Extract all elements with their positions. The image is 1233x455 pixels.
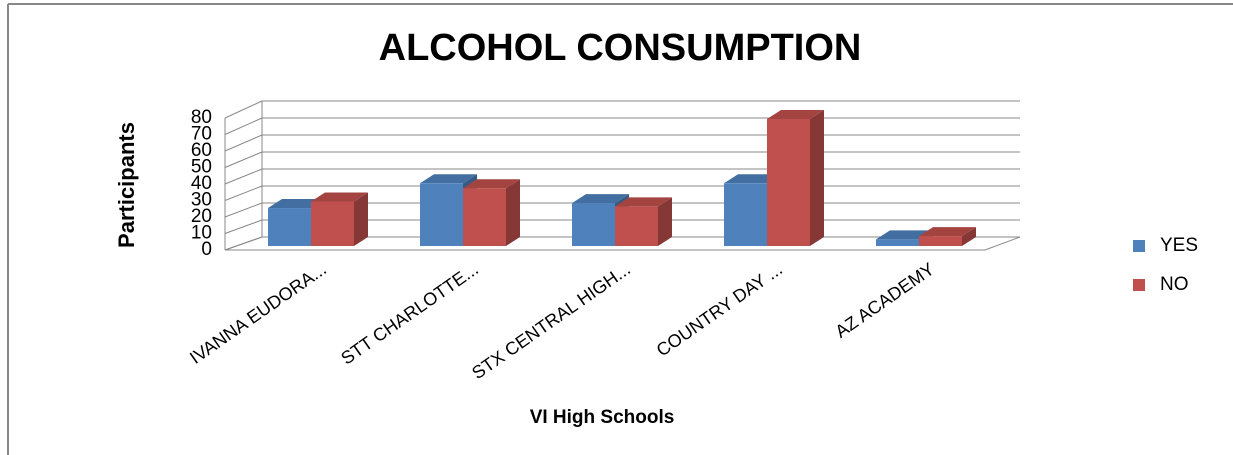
bar-front [876, 239, 919, 246]
legend-label: NO [1160, 274, 1189, 295]
y-tick-label: 10 [191, 223, 212, 244]
y-tick-label: 80 [191, 107, 212, 128]
bar-top [463, 179, 520, 189]
bar-front [311, 201, 354, 246]
x-tick-label: AZ ACADEMY [832, 259, 939, 342]
bar-top [420, 174, 477, 184]
y-tick-label: 0 [201, 239, 212, 260]
grid-line-side [224, 168, 263, 185]
bar-side [506, 179, 520, 246]
bar-front [767, 118, 810, 246]
bar-top [572, 194, 629, 204]
y-tick-label: 60 [191, 140, 212, 161]
bar-front [615, 206, 658, 246]
bar [919, 227, 976, 246]
x-axis-label: VI High Schools [530, 407, 675, 428]
grid-line-side [224, 219, 263, 234]
legend-swatch [1133, 240, 1145, 252]
bar-top [615, 197, 672, 207]
y-tick-label: 30 [191, 190, 212, 211]
bar [463, 179, 520, 246]
x-tick-label: COUNTRY DAY ... [653, 259, 786, 361]
bar-front [724, 183, 767, 246]
bar-side [658, 197, 672, 246]
bar-front [420, 183, 463, 246]
bar [767, 109, 824, 246]
bar-top [311, 192, 368, 202]
bar-front [268, 208, 311, 246]
grid-line-side [224, 236, 263, 251]
y-tick-label: 70 [191, 124, 212, 145]
bar-front [919, 236, 962, 246]
bar-front [572, 203, 615, 246]
grid-line-side [224, 100, 263, 119]
bar-top [876, 230, 933, 240]
bar-top [268, 199, 325, 209]
y-tick-label: 20 [191, 206, 212, 227]
grid-line-side [224, 185, 263, 201]
chart-title: ALCOHOL CONSUMPTION [379, 27, 862, 69]
x-tick-label: STX CENTRAL HIGH... [468, 259, 634, 383]
x-tick-label: STT CHARLOTTE... [337, 259, 482, 369]
grid-line-side [224, 117, 263, 135]
bar [572, 194, 629, 246]
bar-side [354, 192, 368, 246]
y-tick-label: 40 [191, 173, 212, 194]
legend-swatch [1133, 279, 1145, 291]
grid-line-side [224, 202, 263, 218]
bar [311, 192, 368, 246]
bar-side [962, 227, 976, 246]
grid-line-side [224, 134, 263, 152]
x-tick-label: IVANNA EUDORA... [186, 259, 330, 368]
bar-front [463, 188, 506, 246]
y-tick-label: 50 [191, 157, 212, 178]
bar-top [767, 109, 824, 119]
bar-top [919, 227, 976, 237]
y-axis-label: Participants [114, 122, 139, 248]
bar-top [724, 174, 781, 184]
legend-label: YES [1160, 235, 1198, 256]
bar [615, 197, 672, 246]
grid-line-side [224, 151, 263, 168]
bar-side [810, 109, 824, 246]
